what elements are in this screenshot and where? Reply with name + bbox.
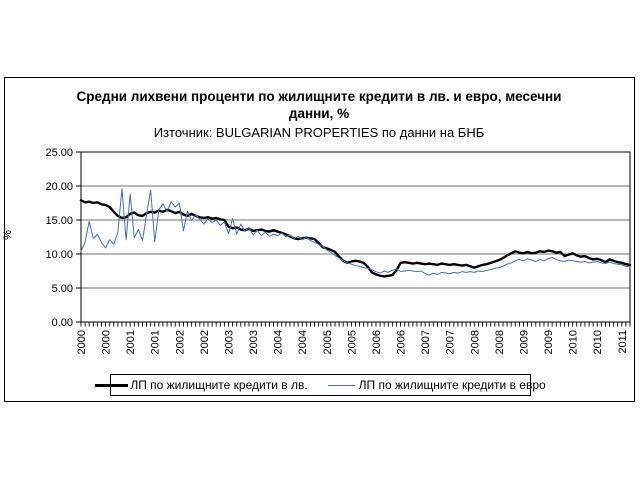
legend-label-eur: ЛП по жилищните кредити в евро xyxy=(358,378,546,392)
y-tick-label: 25.00 xyxy=(45,147,73,159)
x-tick-label: 2009 xyxy=(543,330,555,354)
x-tick-label: 2001 xyxy=(150,330,162,354)
series-line-bgn xyxy=(79,199,632,278)
legend-box: ЛП по жилищните кредити в лв. ЛП по жили… xyxy=(95,374,546,396)
y-tick-label: 10.00 xyxy=(45,249,73,261)
chart-subtitle: Източник: BULGARIAN PROPERTIES по данни … xyxy=(153,125,485,140)
series-line-eur xyxy=(80,188,631,276)
legend-label-bgn: ЛП по жилищните кредити в лв. xyxy=(130,378,308,392)
chart-frame xyxy=(4,77,635,402)
x-tick-label: 2008 xyxy=(469,330,481,354)
legend-bgn-line-icon xyxy=(95,383,129,387)
x-tick-label: 2010 xyxy=(568,330,580,354)
x-tick-label: 2008 xyxy=(494,330,506,354)
chart-title-line2: данни, % xyxy=(288,106,350,121)
legend-eur-line-icon xyxy=(327,384,355,386)
chart-header: Средни лихвени проценти по жилищните кре… xyxy=(4,88,634,141)
x-tick-label: 2003 xyxy=(248,330,260,354)
x-tick-label: 2002 xyxy=(174,330,186,354)
x-tick-label: 2000 xyxy=(101,330,113,354)
x-tick-label: 2000 xyxy=(76,330,88,354)
chart-title-line1: Средни лихвени проценти по жилищните кре… xyxy=(76,89,562,104)
x-tick-label: 2001 xyxy=(125,330,137,354)
x-tick-label: 2002 xyxy=(199,330,211,354)
y-axis-title: % xyxy=(1,230,14,240)
x-tick-label: 2009 xyxy=(518,330,530,354)
x-tick-label: 2007 xyxy=(445,330,457,354)
x-tick-label: 2011 xyxy=(617,330,629,354)
x-tick-label: 2003 xyxy=(223,330,235,354)
x-tick-label: 2005 xyxy=(322,330,334,354)
x-tick-label: 2006 xyxy=(396,330,408,354)
x-tick-label: 2005 xyxy=(346,330,358,354)
x-tick-label: 2007 xyxy=(420,330,432,354)
x-tick-label: 2006 xyxy=(371,330,383,354)
y-tick-label: 15.00 xyxy=(45,215,73,227)
y-tick-label: 20.00 xyxy=(45,181,73,193)
x-tick-label: 2004 xyxy=(273,330,285,354)
y-tick-label: 5.00 xyxy=(52,283,73,295)
y-tick-label: 0.00 xyxy=(52,317,73,329)
x-tick-label: 2004 xyxy=(297,330,309,354)
x-tick-label: 2010 xyxy=(592,330,604,354)
